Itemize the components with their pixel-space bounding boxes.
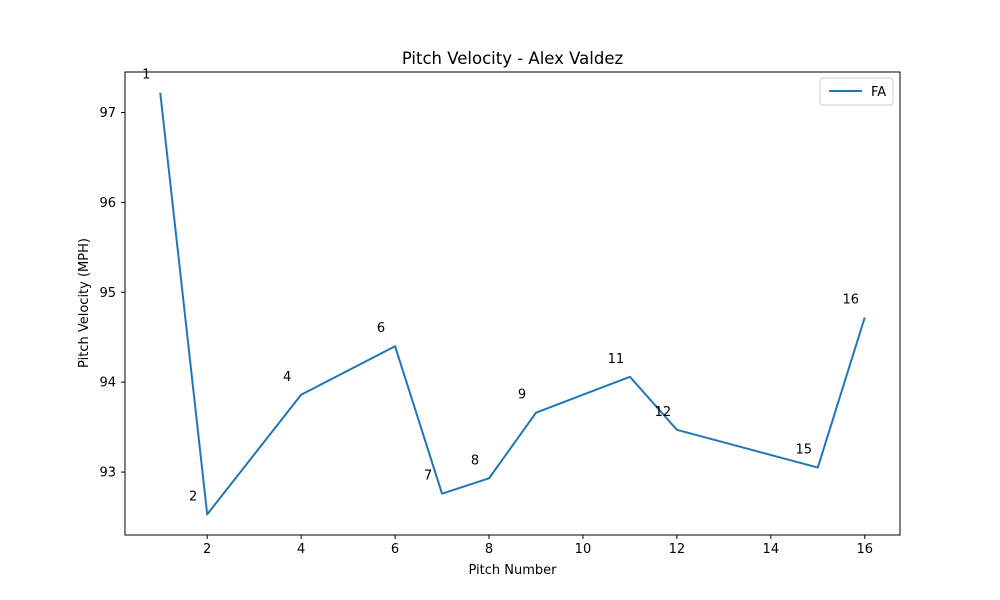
y-tick-label: 96 — [99, 196, 116, 211]
y-axis: 93 94 95 96 97 — [99, 106, 125, 481]
point-label: 12 — [655, 405, 672, 420]
point-label: 16 — [842, 292, 859, 307]
chart-title: Pitch Velocity - Alex Valdez — [402, 49, 623, 68]
x-tick-label: 12 — [669, 542, 686, 557]
point-label: 7 — [424, 469, 432, 484]
point-label: 2 — [189, 489, 197, 504]
x-tick-label: 14 — [763, 542, 780, 557]
y-tick-label: 94 — [99, 376, 116, 391]
point-label: 15 — [796, 443, 813, 458]
x-tick-label: 2 — [203, 542, 211, 557]
plot-frame — [124, 71, 901, 536]
y-tick-label: 93 — [99, 466, 116, 481]
point-label: 6 — [377, 321, 385, 336]
y-axis-label: Pitch Velocity (MPH) — [77, 238, 92, 368]
point-label: 8 — [471, 453, 479, 468]
legend-label-fa: FA — [871, 85, 886, 100]
point-label: 9 — [518, 388, 526, 403]
point-label: 11 — [608, 352, 625, 367]
x-tick-label: 8 — [485, 542, 493, 557]
x-tick-label: 6 — [391, 542, 399, 557]
series-line-fa — [159, 92, 866, 516]
point-label: 1 — [142, 68, 150, 83]
legend: FA — [819, 77, 894, 106]
y-tick-label: 95 — [99, 286, 116, 301]
point-label: 4 — [283, 370, 291, 385]
x-tick-label: 10 — [575, 542, 592, 557]
x-axis-label: Pitch Number — [468, 563, 557, 578]
x-tick-label: 16 — [856, 542, 873, 557]
x-axis: 2 4 6 8 10 12 14 16 — [203, 535, 873, 557]
x-tick-label: 4 — [297, 542, 305, 557]
y-tick-label: 97 — [99, 106, 116, 121]
